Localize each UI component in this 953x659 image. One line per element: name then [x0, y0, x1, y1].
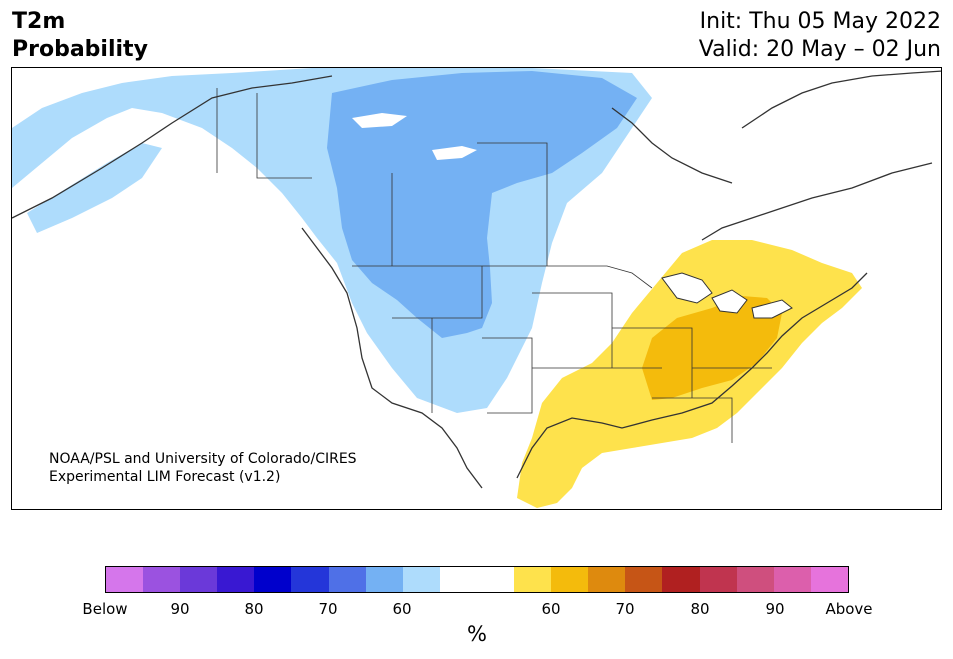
colorbar-tick-label: 80	[244, 600, 264, 618]
great-lakes	[661, 272, 793, 319]
colorbar-swatch	[514, 567, 552, 592]
forecast-dates: Init: Thu 05 May 2022 Valid: 20 May – 02…	[699, 8, 941, 64]
below-normal-ocean-region	[27, 143, 162, 233]
map-panel	[11, 67, 942, 510]
title-type: Probability	[12, 37, 148, 62]
colorbar-tick-label: 70	[318, 600, 338, 618]
colorbar-tick-label: Above	[825, 600, 873, 618]
north-america-map	[12, 68, 941, 508]
colorbar-swatch	[143, 567, 181, 592]
colorbar-swatch	[588, 567, 626, 592]
colorbar-swatch	[254, 567, 292, 592]
above-normal-medium-region	[642, 296, 782, 400]
colorbar-swatch	[291, 567, 329, 592]
great-bear-lake	[352, 113, 407, 128]
colorbar-swatch	[810, 567, 848, 592]
colorbar-swatch	[476, 567, 515, 592]
colorbar-unit: %	[467, 622, 487, 646]
attribution-line-2: Experimental LIM Forecast (v1.2)	[49, 469, 281, 485]
colorbar-swatch	[439, 567, 477, 592]
colorbar-tick-label: 70	[615, 600, 635, 618]
below-normal-medium-region	[327, 71, 637, 338]
valid-range: Valid: 20 May – 02 Jun	[698, 37, 941, 62]
colorbar-swatch	[551, 567, 589, 592]
colorbar-swatch	[736, 567, 774, 592]
colorbar-tick-label: 60	[541, 600, 561, 618]
colorbar-tick-label: Below	[82, 600, 128, 618]
attribution-line-1: NOAA/PSL and University of Colorado/CIRE…	[49, 451, 357, 467]
colorbar-swatch	[773, 567, 811, 592]
probability-colorbar	[105, 566, 849, 593]
colorbar-swatch	[106, 567, 144, 592]
colorbar-tick-label: 80	[690, 600, 710, 618]
colorbar-tick-label: 90	[765, 600, 785, 618]
colorbar-swatch	[180, 567, 218, 592]
colorbar-swatch	[625, 567, 663, 592]
coastline-lines	[12, 70, 941, 489]
hudson-bay-inlet	[432, 146, 477, 160]
political-borders	[216, 88, 772, 443]
colorbar-swatch	[365, 567, 403, 592]
attribution: NOAA/PSL and University of Colorado/CIRE…	[49, 450, 357, 486]
init-date: Init: Thu 05 May 2022	[699, 9, 941, 34]
colorbar-swatch	[699, 567, 737, 592]
map-title: T2m Probability	[12, 8, 148, 64]
colorbar-swatch	[662, 567, 700, 592]
title-variable: T2m	[12, 9, 66, 34]
colorbar-swatch	[328, 567, 366, 592]
colorbar-tick-label: 60	[392, 600, 412, 618]
colorbar-tick-label: 90	[170, 600, 190, 618]
colorbar-swatch	[402, 567, 440, 592]
colorbar-swatch	[217, 567, 255, 592]
